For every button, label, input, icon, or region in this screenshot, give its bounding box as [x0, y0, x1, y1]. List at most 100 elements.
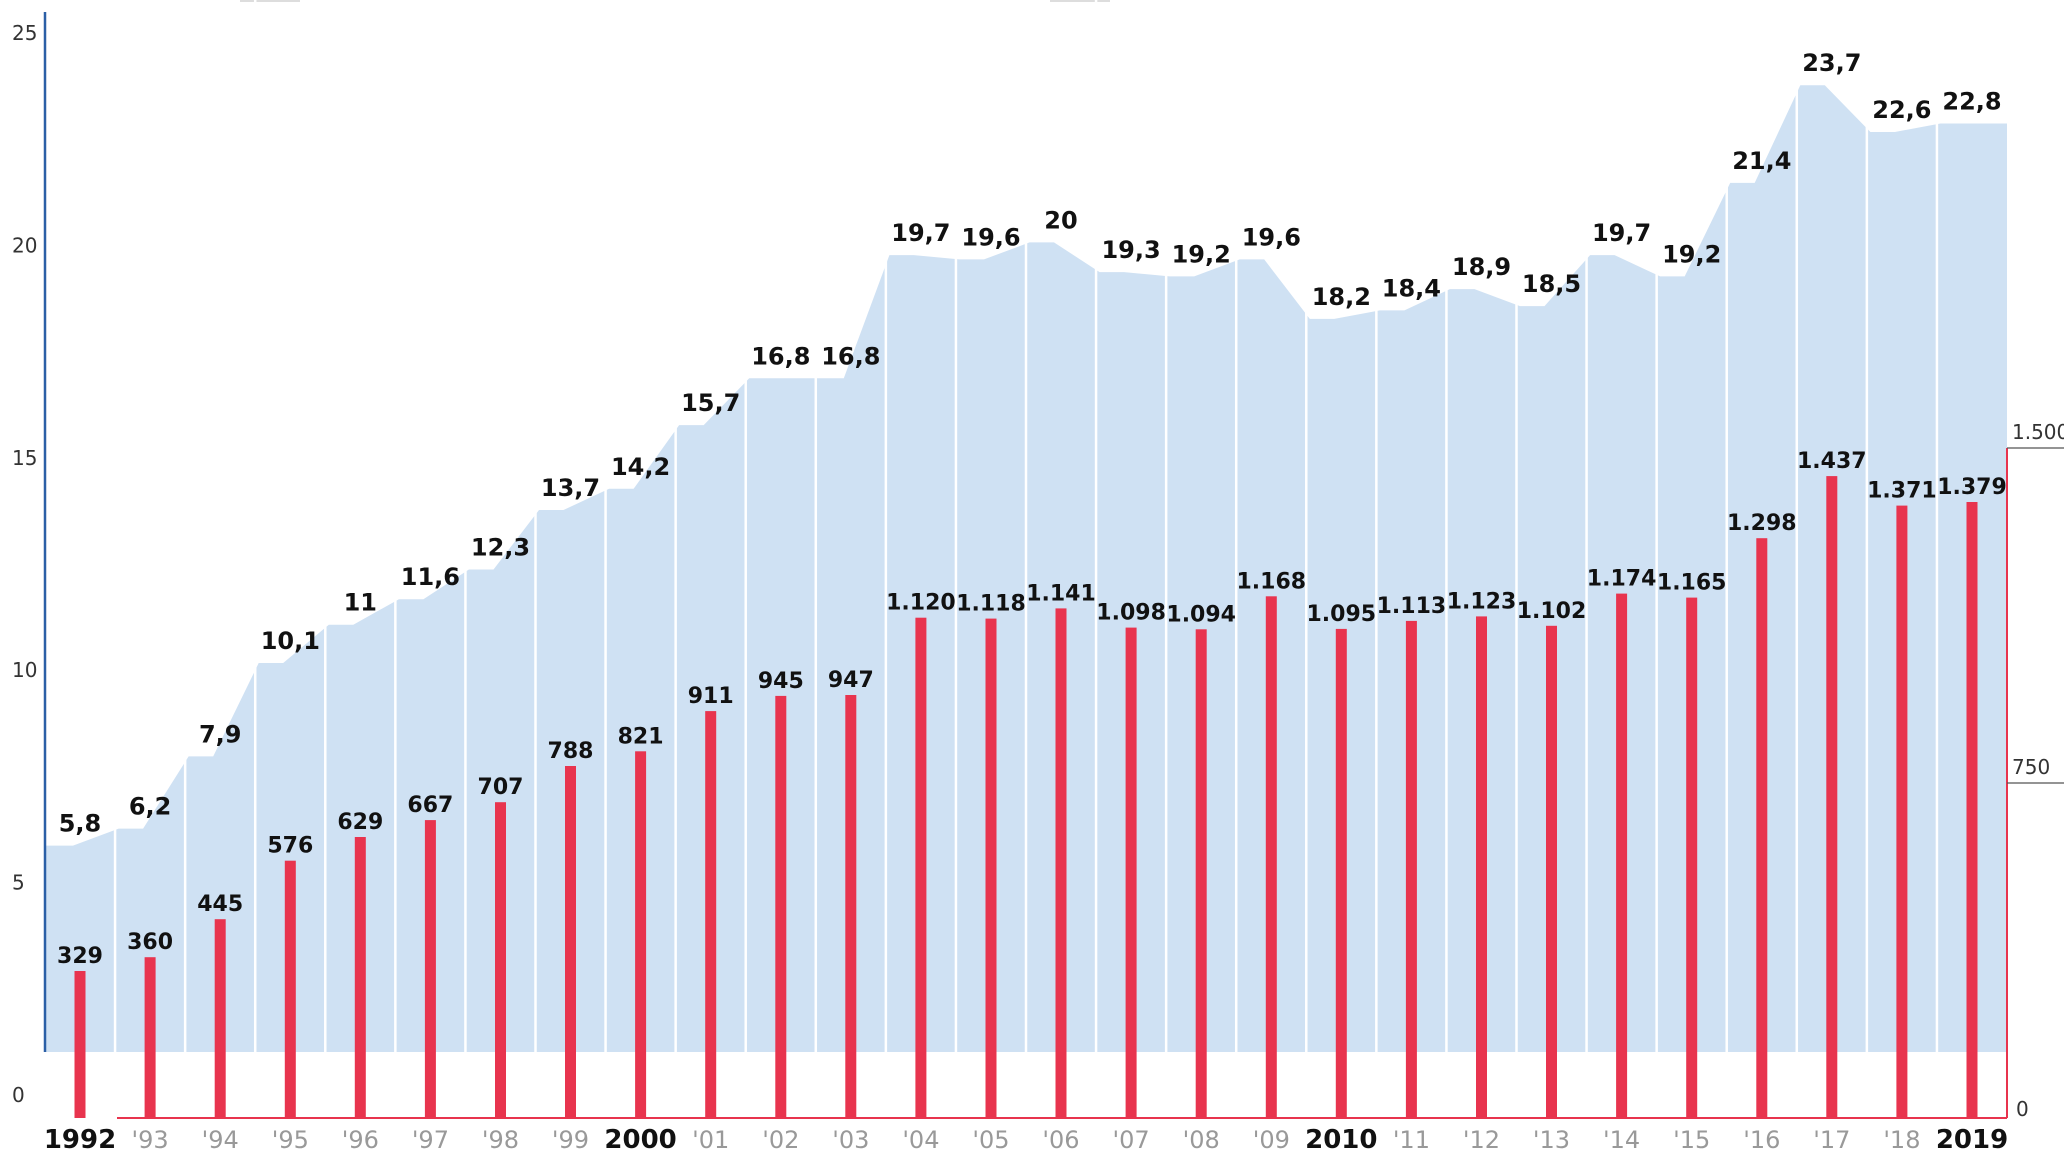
x-tick-label: '07 — [1113, 1126, 1150, 1152]
x-tick-label: '08 — [1183, 1126, 1220, 1152]
axes — [43, 12, 2064, 1119]
x-tick-label: '95 — [272, 1126, 309, 1152]
bar-24 — [1756, 538, 1768, 1118]
y-left-tick-label: 10 — [12, 658, 37, 682]
x-tick-label: '02 — [762, 1126, 799, 1152]
bar-9 — [705, 711, 717, 1118]
area-value-label: 19,2 — [1662, 240, 1721, 268]
area-value-label: 20 — [1044, 206, 1077, 234]
bar-value-label: 1.298 — [1727, 511, 1797, 536]
legend-swatch-area — [240, 0, 300, 2]
bar-value-label: 1.113 — [1377, 594, 1447, 619]
bar-value-label: 1.437 — [1797, 449, 1867, 474]
legend-swatch-bars — [1050, 0, 1110, 2]
bar-6 — [495, 802, 506, 1118]
y-right-tick-label: 0 — [2016, 1097, 2029, 1121]
bar-value-label: 821 — [618, 724, 664, 749]
bar-value-label: 1.102 — [1517, 599, 1587, 624]
bar-value-label: 945 — [758, 669, 804, 694]
bar-value-label: 1.141 — [1026, 581, 1096, 606]
x-tick-label: '99 — [552, 1126, 589, 1152]
x-tick-label: '11 — [1393, 1126, 1430, 1152]
bar-3 — [284, 860, 296, 1118]
bar-14 — [1055, 608, 1067, 1118]
bar-21 — [1546, 625, 1557, 1118]
bar-value-label: 911 — [688, 684, 734, 709]
y-left-tick-label: 15 — [12, 446, 37, 470]
bar-value-label: 1.095 — [1307, 602, 1377, 627]
area-value-label: 11 — [344, 589, 377, 617]
x-tick-label: '97 — [412, 1126, 449, 1152]
area-value-label: 18,4 — [1382, 274, 1441, 302]
bar-value-label: 1.120 — [886, 591, 956, 616]
bar-2 — [214, 919, 226, 1118]
area-value-label: 21,4 — [1732, 147, 1791, 175]
x-tick-label: 2010 — [1305, 1125, 1377, 1152]
area-value-label: 18,5 — [1522, 270, 1581, 298]
x-tick-label: '18 — [1883, 1126, 1920, 1152]
area-value-label: 23,7 — [1802, 49, 1861, 77]
bar-8 — [635, 751, 647, 1118]
x-tick-label: '93 — [132, 1126, 169, 1152]
area-value-label: 19,7 — [891, 219, 950, 247]
area-value-label: 14,2 — [611, 453, 670, 481]
x-tick-label: '01 — [692, 1126, 729, 1152]
x-tick-label: '09 — [1253, 1126, 1290, 1152]
x-tick-label: '15 — [1673, 1126, 1710, 1152]
area-value-label: 13,7 — [541, 474, 600, 502]
x-tick-label: '16 — [1743, 1126, 1780, 1152]
bar-12 — [915, 617, 927, 1118]
area-value-label: 22,6 — [1872, 96, 1931, 124]
y-left-tick-label: 5 — [12, 871, 25, 895]
bar-11 — [845, 695, 857, 1118]
bar-13 — [985, 618, 997, 1118]
bar-value-label: 1.371 — [1867, 479, 1937, 504]
x-tick-label: '12 — [1463, 1126, 1500, 1152]
area-value-label: 19,2 — [1172, 240, 1231, 268]
bar-value-label: 667 — [407, 793, 453, 818]
bar-value-label: 360 — [127, 930, 173, 955]
area-value-label: 19,6 — [961, 223, 1020, 251]
bar-25 — [1826, 476, 1838, 1119]
x-tick-label: '17 — [1813, 1126, 1850, 1152]
area-value-label: 5,8 — [59, 810, 102, 838]
bar-value-label: 445 — [197, 892, 243, 917]
bar-7 — [565, 766, 576, 1118]
bar-value-label: 947 — [828, 668, 874, 693]
x-tick-label: '06 — [1042, 1126, 1079, 1152]
bar-15 — [1125, 627, 1137, 1118]
x-tick-label: 2019 — [1936, 1125, 2008, 1152]
bar-value-label: 1.123 — [1447, 589, 1517, 614]
x-tick-label: '98 — [482, 1126, 519, 1152]
area-value-label: 16,8 — [751, 342, 810, 370]
bar-20 — [1476, 616, 1487, 1118]
bar-5 — [424, 820, 436, 1118]
bar-26 — [1896, 505, 1908, 1119]
bar-value-label: 576 — [267, 834, 313, 859]
bar-layer — [74, 476, 1978, 1119]
area-value-label: 18,2 — [1312, 283, 1371, 311]
x-tick-label: '96 — [342, 1126, 379, 1152]
y-left-tick-label: 0 — [12, 1083, 25, 1107]
column-separators — [113, 0, 1939, 1052]
bar-18 — [1335, 628, 1347, 1118]
bar-value-label: 1.165 — [1657, 571, 1727, 596]
x-tick-label: '13 — [1533, 1126, 1570, 1152]
bar-19 — [1405, 620, 1417, 1118]
area-value-label: 10,1 — [261, 627, 320, 655]
x-tick-label: 2000 — [604, 1125, 676, 1152]
area-value-label: 19,3 — [1101, 236, 1160, 264]
x-tick-label: '14 — [1603, 1126, 1640, 1152]
area-value-label: 12,3 — [471, 534, 530, 562]
x-tick-label: 1992 — [44, 1125, 116, 1152]
area-value-label: 19,6 — [1242, 223, 1301, 251]
bar-0 — [74, 971, 86, 1118]
area-value-label: 22,8 — [1942, 88, 2001, 116]
bar-23 — [1686, 597, 1698, 1118]
area-value-label: 19,7 — [1592, 219, 1651, 247]
x-tick-label: '04 — [902, 1126, 939, 1152]
bar-1 — [144, 957, 156, 1118]
y-right-tick-label: 750 — [2012, 755, 2050, 779]
area-value-label: 11,6 — [401, 563, 460, 591]
bar-value-label: 788 — [548, 739, 594, 764]
